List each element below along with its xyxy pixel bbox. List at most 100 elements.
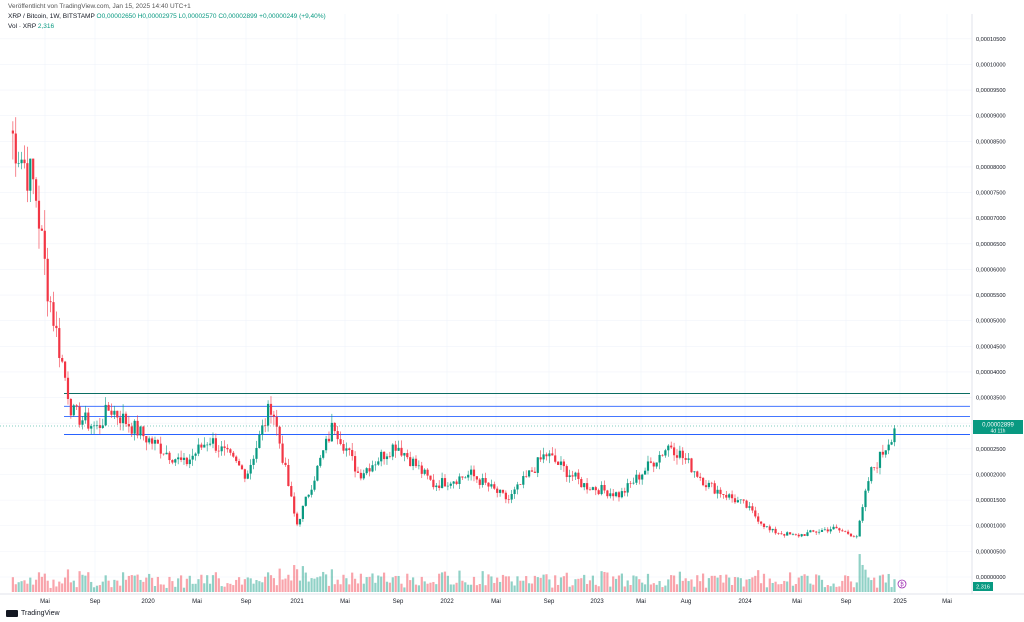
candle-body bbox=[812, 530, 815, 532]
candle-body bbox=[26, 163, 29, 191]
candle-body bbox=[757, 516, 760, 522]
candle-body bbox=[98, 425, 101, 428]
time-tick-label: Mai bbox=[942, 599, 952, 605]
candle-body bbox=[475, 476, 478, 480]
candle-body bbox=[522, 476, 525, 485]
price-axis[interactable]: 0,00010500 0,00010000 0,00009500 0,00009000… bbox=[976, 37, 1006, 581]
volume-bar bbox=[301, 566, 304, 592]
volume-bar bbox=[658, 581, 661, 592]
candle-body bbox=[75, 405, 78, 407]
candle-body bbox=[786, 532, 789, 536]
volume-bar bbox=[626, 580, 629, 592]
candle-body bbox=[162, 453, 165, 455]
volume-bar bbox=[168, 576, 171, 592]
volume-bar bbox=[17, 582, 20, 592]
candle-body bbox=[220, 446, 223, 452]
volume-bar bbox=[287, 574, 290, 592]
candle-body bbox=[754, 510, 757, 517]
time-axis[interactable]: Mai Sep 2020 Mai Sep 2021 Mai Sep 2022 Mai Sep 2023… bbox=[40, 599, 952, 605]
candle-body bbox=[614, 492, 618, 497]
volume-bar bbox=[742, 586, 745, 592]
candle-body bbox=[687, 458, 690, 460]
candle-body bbox=[603, 485, 606, 491]
candle-body bbox=[391, 444, 394, 457]
volume-bar bbox=[817, 575, 821, 592]
candle-body bbox=[745, 500, 748, 508]
volume-value: 2,316 bbox=[37, 23, 55, 30]
candle-body bbox=[844, 531, 847, 532]
volume-bar bbox=[875, 587, 879, 592]
svg-text:₿: ₿ bbox=[900, 581, 904, 588]
candle-body bbox=[211, 438, 215, 444]
volume-bar bbox=[319, 576, 322, 592]
candle-body bbox=[629, 483, 632, 484]
tradingview-logo[interactable]: TradingView bbox=[6, 610, 60, 617]
candle-body bbox=[481, 478, 484, 485]
volume-bar bbox=[759, 583, 763, 592]
volume-bar bbox=[487, 574, 490, 592]
volume-bar bbox=[316, 577, 319, 592]
candle-body bbox=[893, 428, 896, 443]
price-tick-label: 0,00006000 bbox=[976, 267, 1006, 273]
candle-body bbox=[797, 534, 800, 537]
volume-bar bbox=[249, 578, 252, 592]
volume-bar bbox=[629, 585, 632, 592]
candle-body bbox=[371, 465, 374, 472]
candle-body bbox=[295, 513, 299, 525]
symbol-legend[interactable]: XRP / Bitcoin, 1W, BITSTAMP O0,00002650 … bbox=[8, 13, 326, 20]
volume-bar bbox=[881, 574, 884, 592]
volume-bar bbox=[32, 584, 35, 592]
volume-bar bbox=[313, 578, 316, 592]
volume-bar bbox=[594, 584, 597, 592]
volume-bar bbox=[243, 579, 246, 592]
candle-body bbox=[464, 477, 467, 479]
volume-bar bbox=[342, 574, 345, 592]
candle-body bbox=[539, 457, 542, 460]
candle-body bbox=[20, 159, 23, 164]
time-tick-label: Sep bbox=[544, 599, 555, 605]
volume-bar bbox=[771, 582, 774, 592]
event-flag-icon[interactable]: ₿ bbox=[897, 579, 907, 589]
candle-body bbox=[284, 462, 287, 466]
candle-body bbox=[156, 439, 159, 444]
candle-body bbox=[739, 499, 742, 501]
volume-bar bbox=[435, 584, 438, 592]
volume-bar bbox=[429, 582, 432, 592]
candle-body bbox=[551, 453, 554, 456]
volume-bar bbox=[52, 579, 55, 592]
volume-bar bbox=[678, 571, 681, 592]
volume-bar bbox=[797, 577, 800, 592]
candle-body bbox=[641, 474, 644, 480]
candle-body bbox=[780, 533, 783, 535]
candle-body bbox=[875, 467, 879, 469]
volume-legend[interactable]: Vol · XRP 2,316 bbox=[8, 23, 54, 30]
volume-bar bbox=[794, 584, 797, 592]
candle-body bbox=[838, 528, 841, 531]
volume-bar bbox=[55, 586, 58, 592]
current-price-badge: 0,00002899 4d 11h bbox=[973, 420, 1023, 435]
published-note: Veröffentlicht von TradingView.com, Jan … bbox=[8, 3, 191, 10]
volume-bars bbox=[11, 554, 896, 592]
price-tick-label: 0,00001500 bbox=[976, 498, 1006, 504]
candle-body bbox=[252, 458, 255, 465]
price-tick-label: 0,00004000 bbox=[976, 370, 1006, 376]
candle-body bbox=[496, 488, 499, 493]
volume-bar bbox=[293, 565, 296, 592]
candle-body bbox=[478, 479, 481, 485]
candle-body bbox=[722, 494, 725, 495]
candle-body bbox=[150, 438, 154, 444]
volume-bar bbox=[217, 578, 220, 592]
volume-bar bbox=[519, 580, 522, 592]
candle-body bbox=[121, 413, 125, 424]
candle-body bbox=[498, 489, 502, 493]
volume-bar bbox=[554, 575, 557, 592]
candle-body bbox=[246, 473, 249, 479]
volume-bar bbox=[623, 586, 626, 592]
candle-body bbox=[58, 328, 61, 358]
volume-bar bbox=[612, 576, 615, 592]
volume-bar bbox=[23, 580, 26, 592]
volume-bar bbox=[757, 570, 760, 592]
candle-body bbox=[235, 456, 238, 462]
volume-bar bbox=[261, 582, 264, 592]
